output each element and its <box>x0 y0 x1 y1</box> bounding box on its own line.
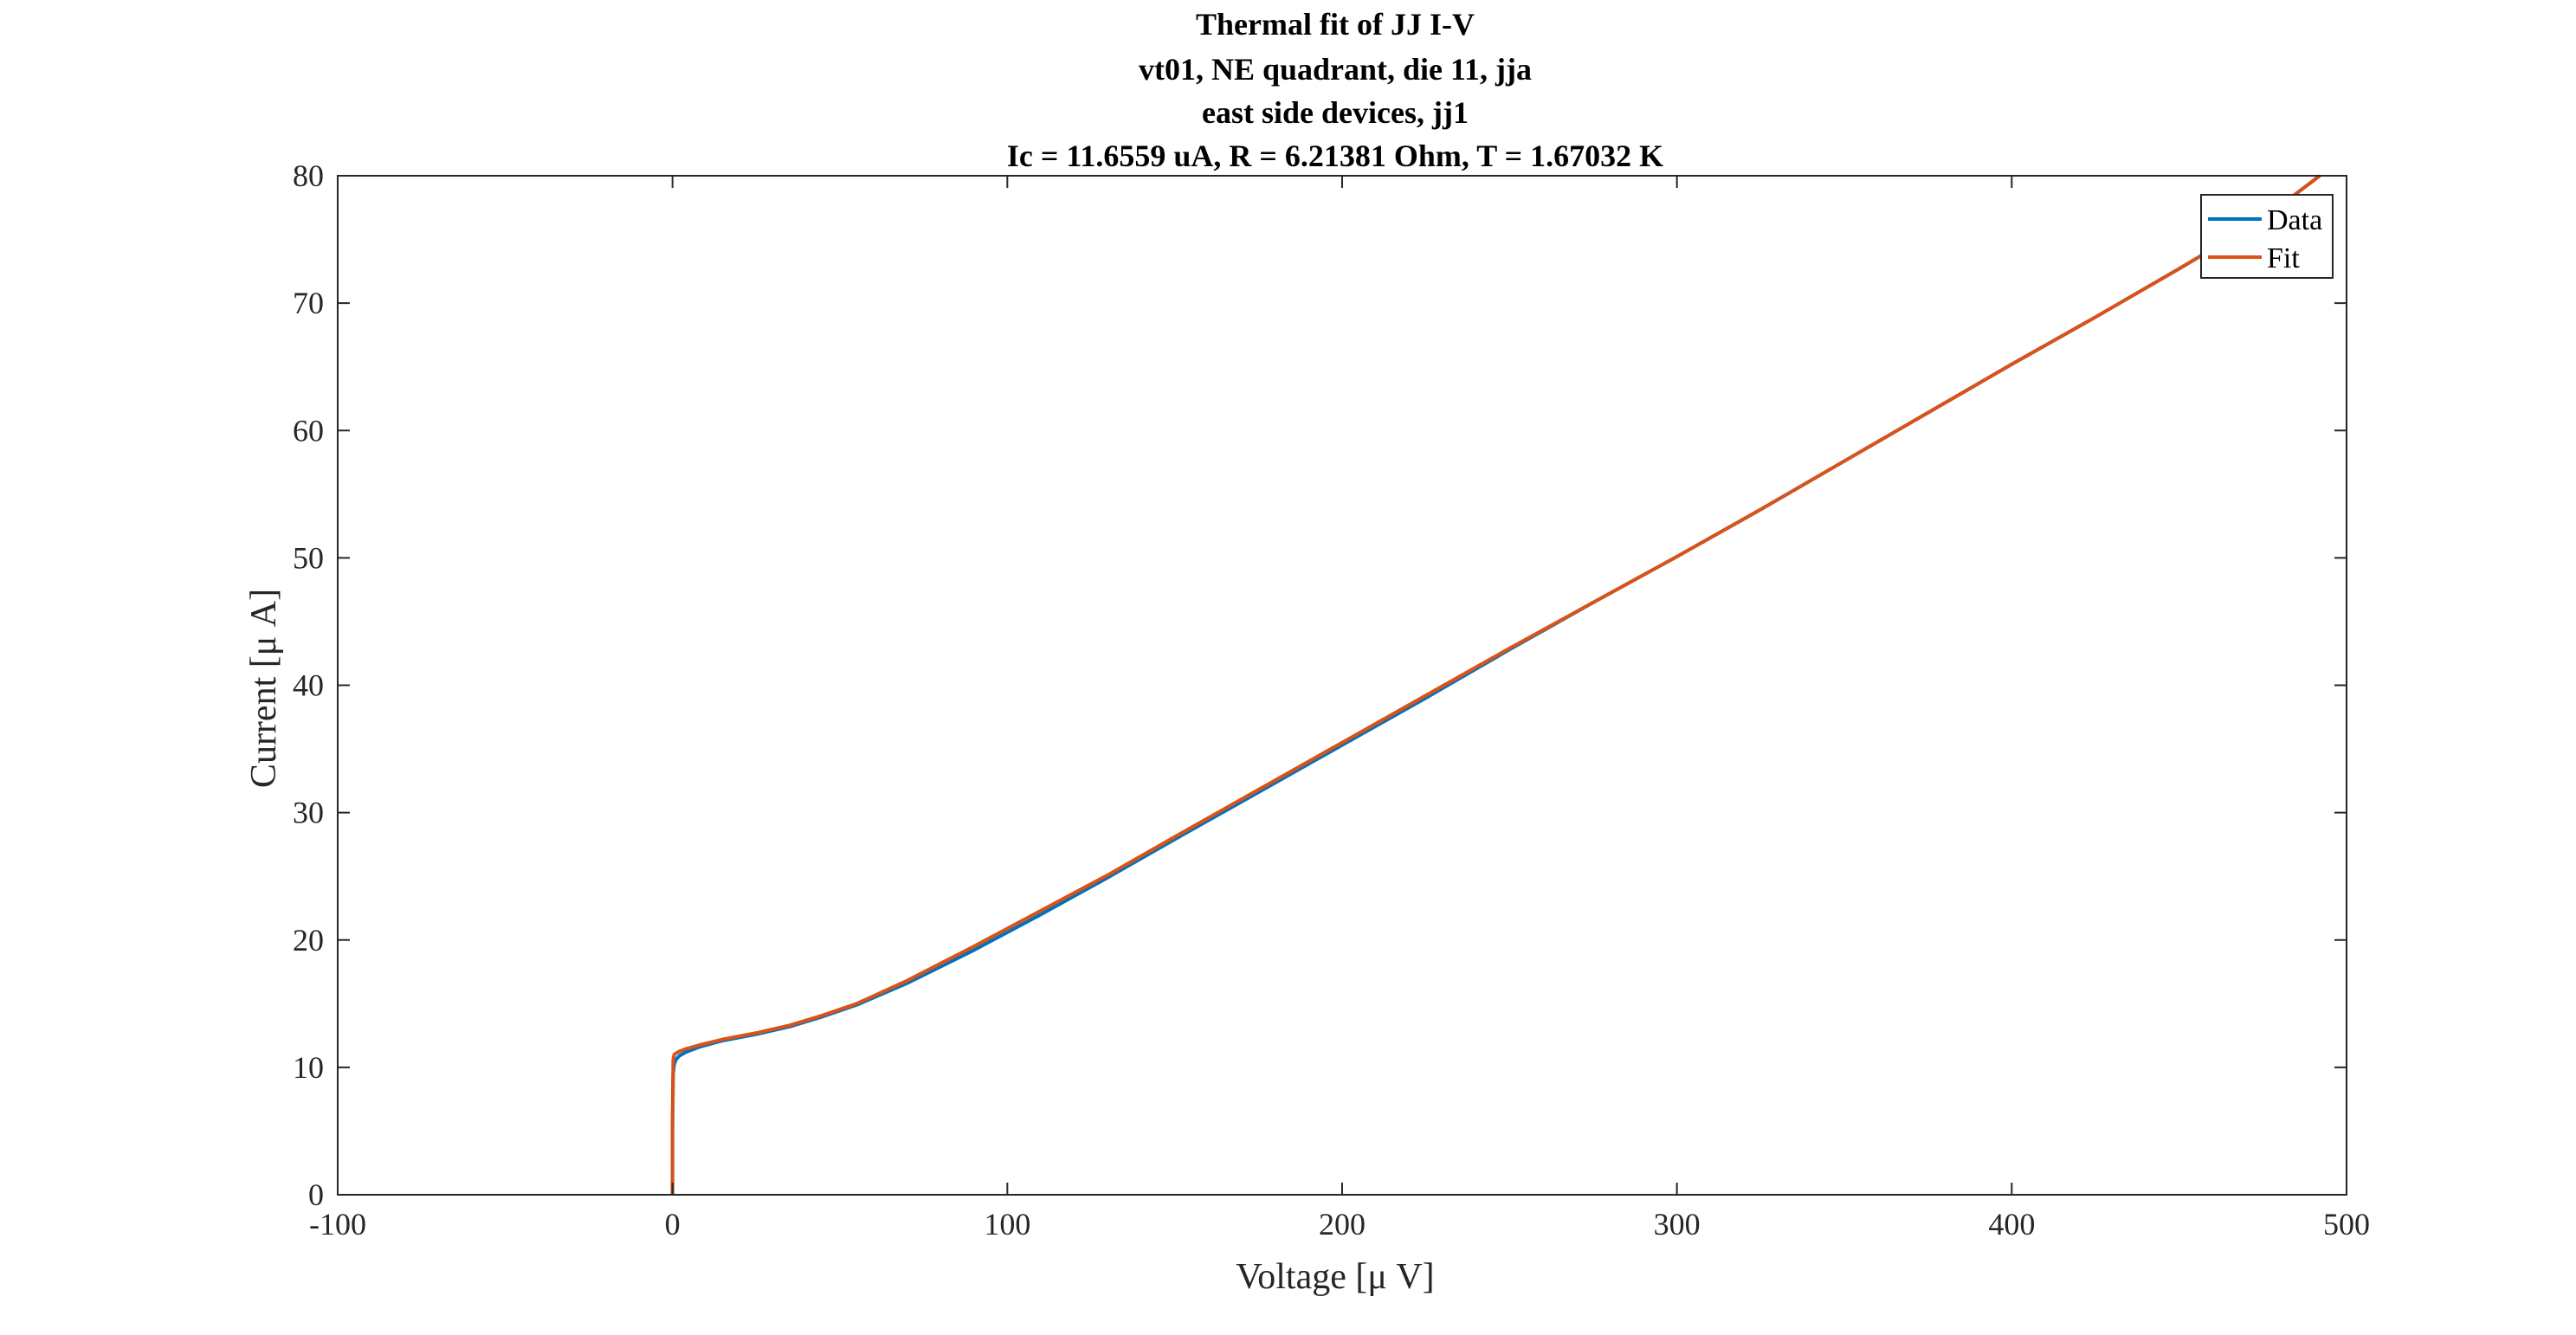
y-tick-label: 30 <box>293 796 324 830</box>
y-axis-label: Current [μ A] <box>244 589 284 788</box>
x-tick-label: 200 <box>1319 1207 1365 1241</box>
series-layer <box>670 174 2321 1195</box>
x-tick-label: 300 <box>1654 1207 1701 1241</box>
y-tick-label: 0 <box>308 1177 324 1212</box>
x-tick-label: -100 <box>309 1207 366 1241</box>
y-tick-label: 80 <box>293 158 324 193</box>
y-tick-label: 20 <box>293 923 324 958</box>
legend: Data Fit <box>2200 194 2334 279</box>
x-axis-label: Voltage [μ V] <box>1236 1257 1434 1297</box>
series-line-fit <box>670 174 2321 1195</box>
legend-label-data: Data <box>2267 204 2322 236</box>
y-tick-label: 40 <box>293 668 324 703</box>
y-tick-label: 70 <box>293 286 324 320</box>
y-tick-label: 60 <box>293 413 324 448</box>
title-line-3: east side devices, jj1 <box>1202 95 1469 130</box>
x-tick-label: 500 <box>2323 1207 2370 1241</box>
y-tick-label: 10 <box>293 1050 324 1085</box>
title-line-1: Thermal fit of JJ I-V <box>1196 7 1475 42</box>
x-tick-label: 400 <box>1988 1207 2035 1241</box>
x-tick-label: 100 <box>984 1207 1030 1241</box>
x-tick-label: 0 <box>665 1207 681 1241</box>
y-tick-label: 50 <box>293 540 324 575</box>
title-line-4: Ic = 11.6559 uA, R = 6.21381 Ohm, T = 1.… <box>1007 139 1663 173</box>
legend-label-fit: Fit <box>2267 242 2300 274</box>
legend-box <box>2200 194 2334 279</box>
plot-frame <box>337 175 2347 1196</box>
chart-title: Thermal fit of JJ I-V vt01, NE quadrant,… <box>1007 7 1663 173</box>
title-line-2: vt01, NE quadrant, die 11, jja <box>1139 52 1532 87</box>
